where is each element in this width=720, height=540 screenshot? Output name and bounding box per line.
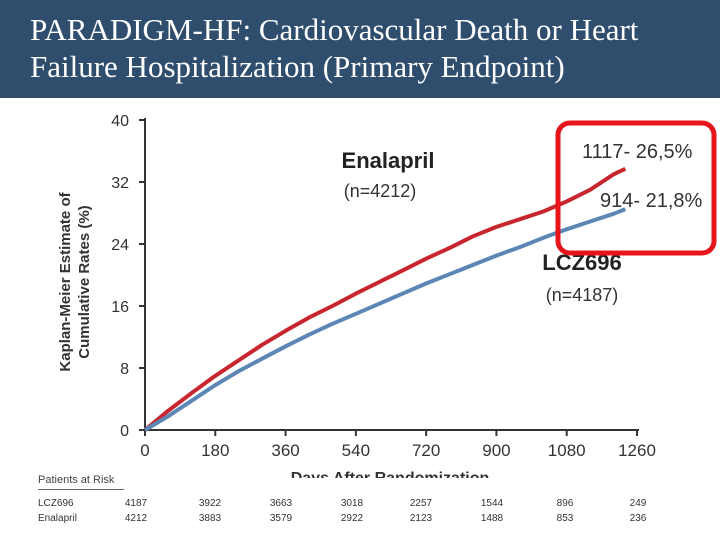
risk-cell: 2123 [409, 513, 433, 524]
risk-cell: 3663 [269, 498, 293, 509]
enalapril-label: Enalapril [342, 148, 435, 173]
title-bar: PARADIGM-HF: Cardiovascular Death or Hea… [0, 0, 720, 98]
y-tick-label: 40 [111, 113, 129, 130]
enalapril-end-label: 1117- 26,5% [582, 141, 693, 163]
risk-cell: 4187 [124, 498, 148, 509]
risk-table-rule [38, 489, 124, 490]
risk-cell: 3922 [198, 498, 222, 509]
risk-cell: 3018 [340, 498, 364, 509]
risk-cell: 249 [629, 498, 647, 509]
x-tick-label: 180 [201, 441, 229, 460]
slide-title-line1: PARADIGM-HF: Cardiovascular Death or Hea… [30, 12, 639, 47]
y-tick-label: 0 [120, 423, 129, 440]
risk-cell: 896 [556, 498, 574, 509]
risk-table-title: Patients at Risk [38, 474, 115, 486]
x-tick-label: 540 [342, 441, 370, 460]
x-tick-label: 720 [412, 441, 440, 460]
risk-cell: 236 [629, 513, 647, 524]
x-tick-label: 900 [482, 441, 510, 460]
series-line-lcz696 [143, 207, 627, 432]
risk-cell: 3579 [269, 513, 293, 524]
km-chart: 0 8 16 24 32 40 0 180 360 540 720 900 1080 1260 Days A… [57, 113, 717, 478]
y-tick-label: 32 [111, 175, 129, 192]
y-axis-label-line1: Kaplan-Meier Estimate of [57, 191, 74, 371]
risk-cell: 3883 [198, 513, 222, 524]
y-tick-label: 16 [111, 299, 129, 316]
risk-row-name-enalapril: Enalapril [38, 513, 77, 524]
slide-title-line2: Failure Hospitalization (Primary Endpoin… [30, 49, 565, 84]
y-tick-label: 24 [111, 237, 129, 254]
x-tick-label: 360 [271, 441, 299, 460]
risk-row-name-lcz696: LCZ696 [38, 498, 74, 509]
risk-cell: 4212 [124, 513, 148, 524]
patients-at-risk-table: Patients at Risk LCZ696 4187 3922 3663 3… [0, 470, 720, 540]
highlight-box [555, 120, 717, 256]
enalapril-n-label: (n=4212) [344, 181, 417, 201]
x-axis-label: Days After Randomization [291, 470, 490, 478]
y-axis-label-line2: Cumulative Rates (%) [76, 205, 93, 358]
y-tick-label: 8 [120, 361, 129, 378]
risk-cell: 2257 [409, 498, 433, 509]
risk-cell: 2922 [340, 513, 364, 524]
lcz696-end-label: 914- 21,8% [600, 190, 703, 212]
lcz696-n-label: (n=4187) [546, 285, 619, 305]
series-line-enalapril [143, 166, 627, 432]
x-tick-label: 1260 [618, 441, 656, 460]
x-tick-label: 1080 [548, 441, 586, 460]
risk-cell: 853 [556, 513, 574, 524]
x-tick-label: 0 [140, 441, 149, 460]
risk-cell: 1488 [480, 513, 504, 524]
risk-cell: 1544 [480, 498, 504, 509]
